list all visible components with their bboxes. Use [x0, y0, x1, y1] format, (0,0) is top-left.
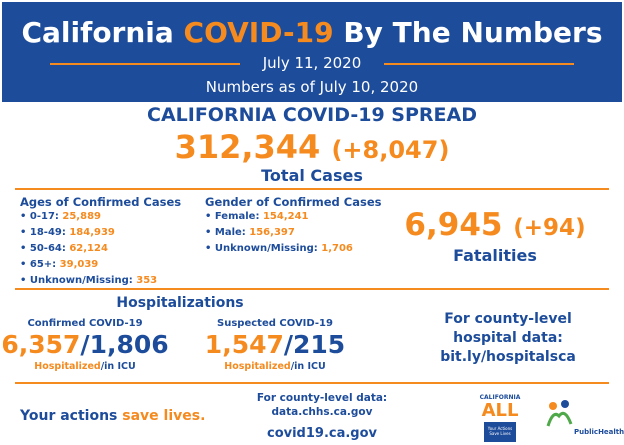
ages-list: 0-17: 25,88918-49: 184,93950-64: 62,1246… — [20, 209, 157, 289]
item-value: 39,039 — [59, 259, 99, 270]
title: California COVID-19 By The Numbers — [21, 16, 602, 49]
list-item: Unknown/Missing: 1,706 — [205, 241, 353, 257]
item-label: Male: — [214, 227, 250, 238]
site: covid19.ca.gov — [266, 426, 378, 441]
title-part: By The Numbers — [333, 16, 603, 49]
item-value: 184,939 — [69, 227, 115, 238]
ages-heading: Ages of Confirmed Cases — [20, 195, 182, 209]
list-item: Male: 156,397 — [205, 225, 353, 241]
logo-cdph: PublicHealth — [574, 428, 624, 436]
hosp-heading: Hospitalizations — [116, 295, 244, 311]
fatalities-label: Fatalities — [453, 246, 537, 265]
gender-heading: Gender of Confirmed Cases — [205, 195, 382, 209]
item-value: 62,124 — [69, 243, 108, 254]
logo-box — [484, 422, 516, 442]
note: Hospitalized — [34, 361, 101, 372]
logo-all: ALL — [481, 400, 519, 421]
total-change: (+8,047) — [331, 136, 450, 164]
total-cases: 312,344 — [174, 128, 321, 166]
county-link: bit.ly/hospitalsca — [440, 349, 576, 365]
item-label: 50-64: — [29, 243, 70, 254]
rule — [50, 63, 240, 65]
rule — [15, 188, 609, 190]
group-note: Hospitalized/in ICU — [34, 361, 135, 372]
group-label: Confirmed COVID-19 — [27, 318, 143, 329]
fatalities-change: (+94) — [513, 215, 586, 241]
item-label: Unknown/Missing: — [29, 275, 137, 286]
fatalities-value: 6,945 — [404, 207, 503, 243]
icu: 1,806 — [89, 330, 169, 359]
cdph-icon — [546, 400, 573, 427]
gender-list: Female: 154,241Male: 156,397Unknown/Miss… — [205, 209, 353, 257]
list-item: 18-49: 184,939 — [20, 225, 157, 241]
group-label: Suspected COVID-19 — [217, 318, 333, 329]
item-label: 18-49: — [29, 227, 70, 238]
slogan: save lives. — [122, 408, 206, 424]
note: /in ICU — [100, 361, 136, 372]
list-item: 50-64: 62,124 — [20, 241, 157, 257]
slogan: Your actions — [20, 408, 123, 424]
list-item: 0-17: 25,889 — [20, 209, 157, 225]
total-label: Total Cases — [261, 166, 363, 185]
logo-ca: CALIFORNIA — [479, 394, 521, 401]
item-value: 353 — [136, 275, 158, 286]
separator: / — [283, 330, 294, 359]
item-label: Unknown/Missing: — [214, 243, 322, 254]
separator: / — [80, 330, 90, 359]
group-numbers: 6,357/1,806 — [1, 330, 168, 359]
title-part: COVID-19 — [183, 16, 334, 49]
rule — [15, 382, 609, 384]
note: Hospitalized — [224, 361, 291, 372]
rule — [15, 288, 609, 290]
group-numbers: 1,547/215 — [205, 330, 345, 359]
item-label: 0-17: — [29, 211, 63, 222]
spread-heading: CALIFORNIA COVID-19 SPREAD — [147, 104, 477, 126]
data-label: For county-level data: — [256, 392, 388, 404]
item-value: 1,706 — [321, 243, 353, 254]
item-label: 65+: — [29, 259, 60, 270]
logo-tag: Your Actions Save Lives — [487, 426, 513, 436]
title-part: California — [21, 16, 184, 49]
note: /in ICU — [290, 361, 326, 372]
subtitle: Numbers as of July 10, 2020 — [205, 78, 419, 96]
hospitalized: 6,357 — [1, 330, 81, 359]
item-value: 25,889 — [62, 211, 101, 222]
county-line: For county-level — [444, 311, 572, 327]
icu: 215 — [293, 330, 346, 359]
data-link: data.chhs.ca.gov — [271, 406, 373, 418]
item-value: 156,397 — [249, 227, 295, 238]
header-band — [2, 2, 622, 102]
rule — [384, 63, 574, 65]
list-item: 65+: 39,039 — [20, 257, 157, 273]
county-line: hospital data: — [453, 330, 563, 346]
list-item: Unknown/Missing: 353 — [20, 273, 157, 289]
item-label: Female: — [214, 211, 263, 222]
item-value: 154,241 — [262, 211, 309, 222]
date: July 11, 2020 — [262, 54, 362, 72]
hospitalized: 1,547 — [204, 330, 284, 359]
list-item: Female: 154,241 — [205, 209, 353, 225]
group-note: Hospitalized/in ICU — [224, 361, 325, 372]
